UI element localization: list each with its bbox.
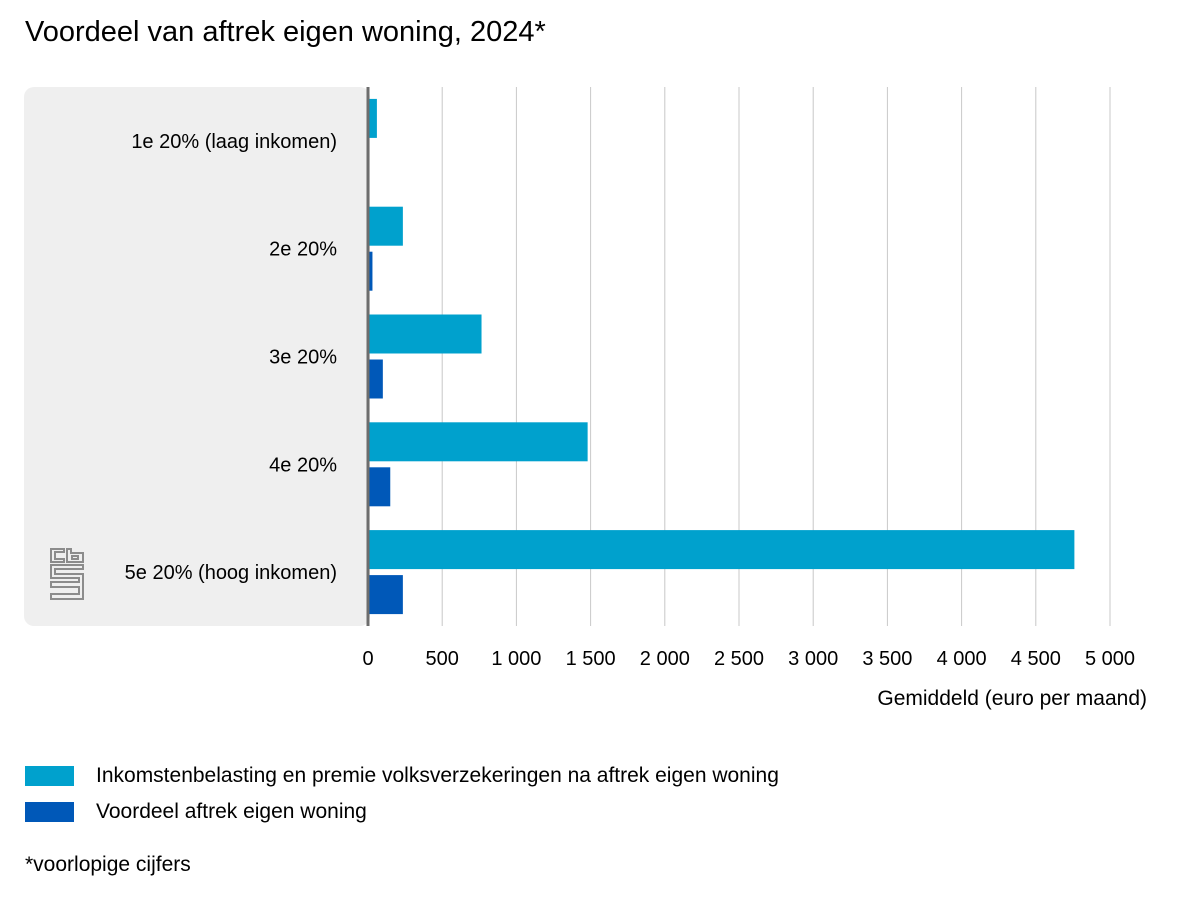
income-tax-bar [368,314,482,354]
legend-swatch-deduction-benefit [25,802,74,822]
x-tick-label: 1 000 [491,648,541,670]
category-label: 4e 20% [269,454,337,476]
x-tick-label: 2 500 [714,648,764,670]
legend-item-income-tax: Inkomstenbelasting en premie volksverzek… [25,758,779,794]
legend-label-income-tax: Inkomstenbelasting en premie volksverzek… [96,764,779,787]
category-label: 2e 20% [269,239,337,261]
deduction-benefit-bar [368,359,383,399]
category-label: 1e 20% (laag inkomen) [131,131,337,153]
category-panel [24,87,370,626]
income-tax-bar [368,98,377,138]
legend-item-deduction-benefit: Voordeel aftrek eigen woning [25,794,779,830]
income-tax-bar [368,422,588,462]
legend-swatch-income-tax [25,766,74,786]
x-tick-label: 2 000 [640,648,690,670]
x-tick-label: 4 500 [1011,648,1061,670]
x-tick-label: 5 000 [1085,648,1135,670]
deduction-benefit-bar [368,251,373,291]
category-labels: 1e 20% (laag inkomen) 2e 20% 3e 20% 4e 20% 5… [125,131,338,584]
x-tick-label: 3 000 [788,648,838,670]
footnote: *voorlopige cijfers [25,853,191,876]
x-tick-label: 3 500 [862,648,912,670]
bars [368,98,1075,615]
x-tick-label: 1 500 [566,648,616,670]
category-label: 3e 20% [269,347,337,369]
income-tax-bar [368,206,403,246]
legend-label-deduction-benefit: Voordeel aftrek eigen woning [96,800,367,823]
chart-title: Voordeel van aftrek eigen woning, 2024* [25,16,546,48]
x-tick-label: 4 000 [937,648,987,670]
x-tick-label: 0 [362,648,373,670]
x-tick-labels: 0 500 1 000 1 500 2 000 2 500 3 000 3 500 4 000 4… [362,648,1135,670]
deduction-benefit-bar [368,467,391,507]
x-axis-label: Gemiddeld (euro per maand) [877,687,1147,710]
deduction-benefit-bar [368,575,403,615]
cbs-logo-icon [50,548,84,600]
legend: Inkomstenbelasting en premie volksverzek… [25,758,779,830]
x-tick-label: 500 [426,648,459,670]
income-tax-bar [368,530,1075,570]
category-label: 5e 20% (hoog inkomen) [125,562,337,584]
